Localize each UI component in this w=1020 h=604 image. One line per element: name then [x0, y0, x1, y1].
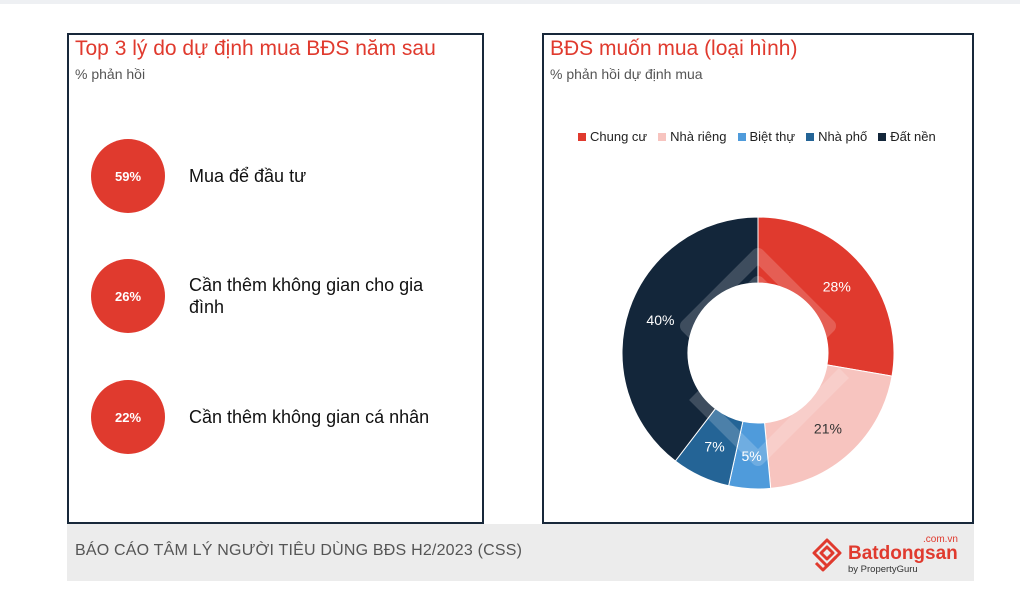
reason-value-badge: 26% — [91, 259, 165, 333]
logo-tagline: by PropertyGuru — [848, 564, 918, 575]
donut-chart: 28% 21% 5% 7% 40% — [621, 216, 895, 490]
legend-swatch — [806, 132, 815, 141]
legend-label: Nhà phố — [818, 129, 868, 144]
reason-label: Mua để đầu tư — [189, 166, 307, 186]
reason-value-badge: 59% — [91, 139, 165, 213]
property-type-panel: BĐS muốn mua (loại hình) % phản hồi dự đ… — [542, 33, 974, 524]
watermark-logo-icon — [680, 248, 849, 466]
legend-item: Nhà phố — [806, 129, 867, 144]
donut-slice — [763, 364, 893, 489]
slice-label: 28% — [823, 279, 851, 295]
reason-label: Cần thêm không gian cho gia đình — [189, 275, 424, 317]
property-type-title: BĐS muốn mua (loại hình) — [550, 37, 798, 60]
slice-label: 21% — [814, 421, 842, 437]
legend-label: Nhà riêng — [670, 129, 727, 144]
legend-label: Biệt thự — [749, 129, 796, 144]
legend-swatch — [878, 132, 887, 141]
batdongsan-logo-icon — [812, 538, 842, 572]
logo-domain: .com.vn — [922, 534, 958, 545]
chart-legend: Chung cư Nhà riêng Biệt thự Nhà phố Đất nền — [578, 129, 936, 144]
legend-item: Chung cư — [578, 129, 647, 144]
reason-item: 26% Cần thêm không gian cho gia đình — [91, 259, 471, 333]
batdongsan-logo: .com.vn Batdongsan by PropertyGuru — [810, 532, 960, 576]
legend-item: Nhà riêng — [658, 129, 727, 144]
property-type-subtitle: % phản hồi dự định mua — [550, 66, 703, 82]
reasons-title: Top 3 lý do dự định mua BĐS năm sau — [75, 37, 436, 60]
legend-label: Đất nền — [890, 129, 936, 144]
slice-label: 7% — [704, 438, 724, 454]
slice-label: 40% — [646, 312, 674, 328]
slice-label: 5% — [741, 448, 761, 464]
legend-item: Đất nền — [878, 129, 936, 144]
reason-value-badge: 22% — [91, 380, 165, 454]
reason-label: Cần thêm không gian cá nhân — [189, 407, 430, 427]
legend-swatch — [658, 132, 667, 141]
donut-slice — [621, 216, 759, 462]
logo-name: Batdongsan — [848, 543, 958, 564]
reason-item: 59% Mua để đầu tư — [91, 139, 471, 213]
legend-item: Biệt thự — [737, 129, 796, 144]
legend-swatch — [737, 132, 746, 141]
donut-slice — [757, 216, 895, 377]
reasons-subtitle: % phản hồi — [75, 66, 146, 82]
report-title: BÁO CÁO TÂM LÝ NGƯỜI TIÊU DÙNG BĐS H2/20… — [75, 542, 523, 559]
top-divider — [0, 0, 1020, 4]
reason-item: 22% Cần thêm không gian cá nhân — [91, 380, 471, 454]
legend-label: Chung cư — [590, 129, 648, 144]
reasons-panel: Top 3 lý do dự định mua BĐS năm sau % ph… — [67, 33, 484, 524]
report-footer: BÁO CÁO TÂM LÝ NGƯỜI TIÊU DÙNG BĐS H2/20… — [67, 524, 974, 581]
legend-swatch — [578, 132, 586, 141]
